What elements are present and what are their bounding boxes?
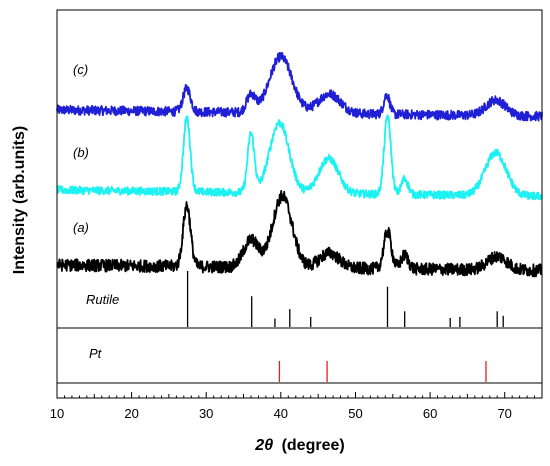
- x-axis-ticks: 10 20 30 40 50 60 70: [50, 392, 543, 421]
- series-label-b: (b): [73, 145, 89, 160]
- bottom-axis-strip: [56, 382, 543, 399]
- x-axis-title-symbol: 2θ: [254, 437, 273, 454]
- x-axis-title-unit: (degree): [282, 437, 345, 454]
- series-label-a: (a): [73, 220, 89, 235]
- series-line-a: [56, 190, 543, 278]
- x-tick-label: 70: [497, 406, 511, 421]
- x-tick-label: 50: [348, 406, 362, 421]
- series-line-c: [56, 52, 543, 122]
- x-tick-label: 30: [199, 406, 213, 421]
- series-label-c: (c): [73, 62, 88, 77]
- reference-layer: [186, 271, 504, 382]
- x-tick-label: 20: [124, 406, 138, 421]
- y-axis-title: Intensity (arb.units): [11, 126, 28, 274]
- rutile-label: Rutile: [86, 292, 119, 307]
- x-axis-title: 2θ (degree): [254, 437, 344, 454]
- series-line-b: [56, 114, 543, 201]
- x-tick-label: 60: [423, 406, 437, 421]
- pt-label: Pt: [89, 346, 103, 361]
- series-layer: [56, 52, 543, 278]
- x-tick-label: 40: [274, 406, 288, 421]
- x-tick-label: 10: [50, 406, 64, 421]
